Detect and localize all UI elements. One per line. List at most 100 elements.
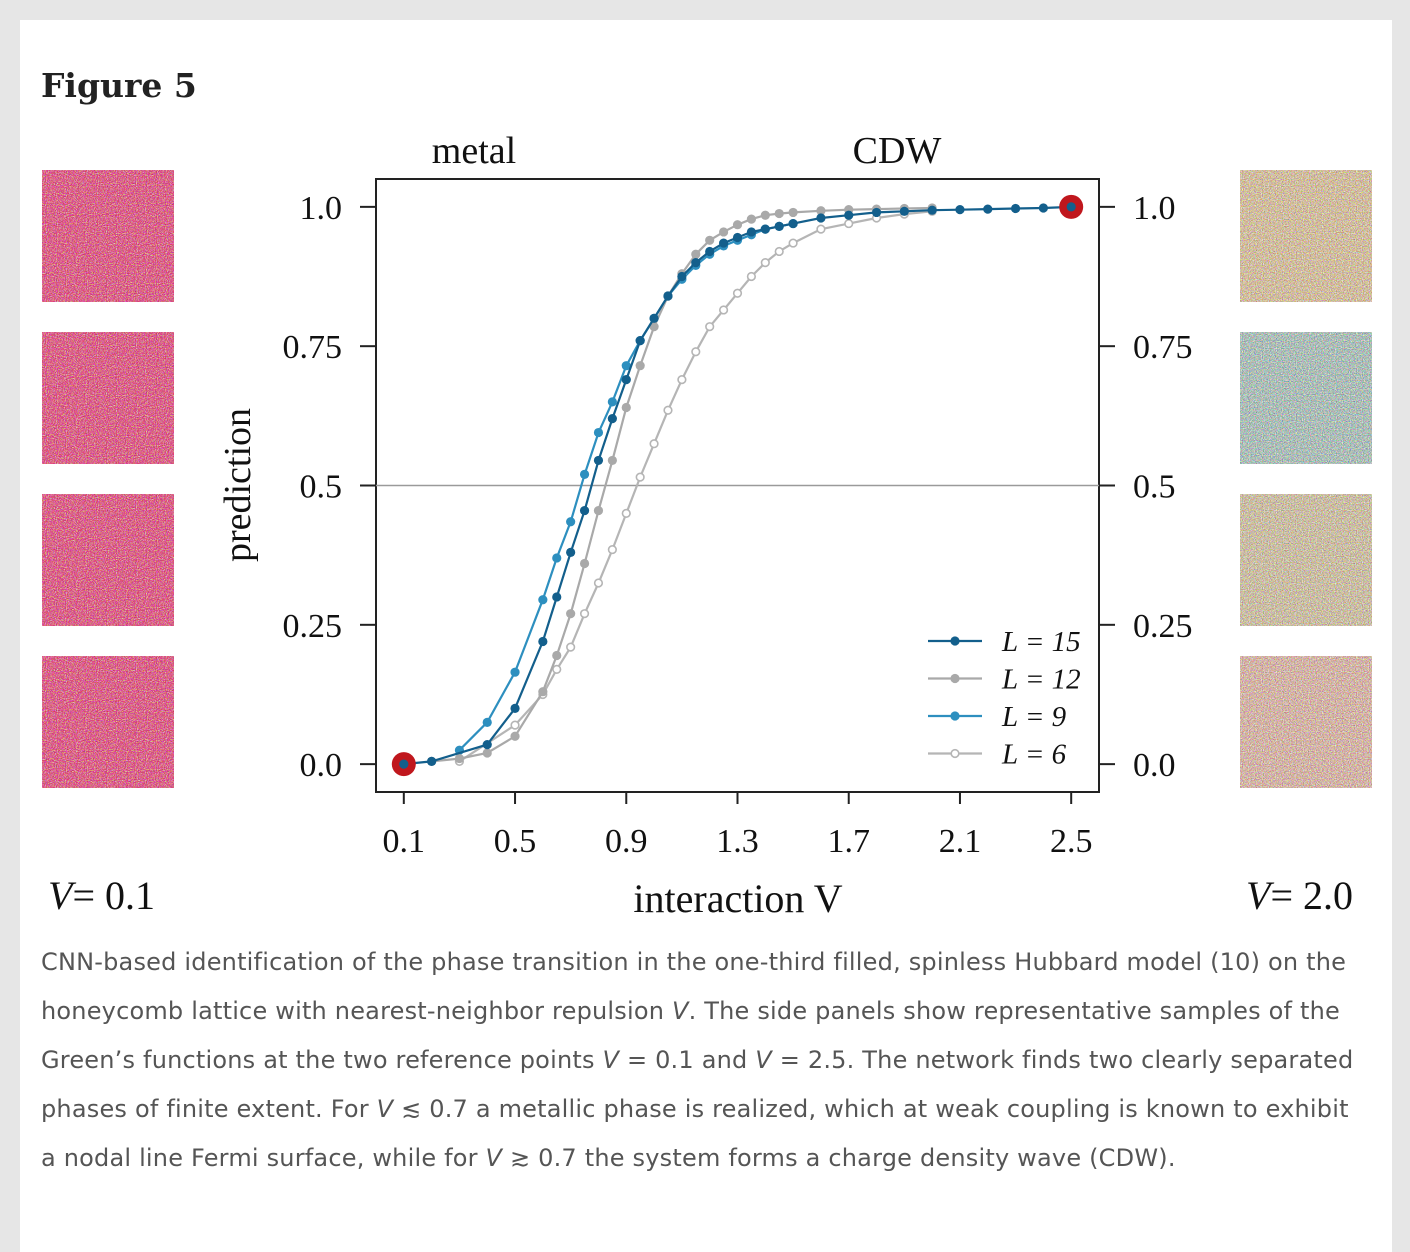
series-0-point-1 bbox=[427, 756, 437, 766]
x-tick-label-5: 2.1 bbox=[939, 823, 982, 860]
series-1-point-21 bbox=[774, 208, 784, 219]
series-1-point-3 bbox=[510, 731, 520, 741]
sample-panel-right-1 bbox=[1240, 170, 1372, 302]
series-3-point-7 bbox=[607, 544, 617, 555]
series-3-point-5 bbox=[579, 609, 590, 619]
series-0-point-3 bbox=[510, 703, 520, 714]
y-tick-label-right-0: 0.0 bbox=[1133, 747, 1176, 784]
sample-panel-left-2 bbox=[42, 332, 174, 464]
series-line-2 bbox=[458, 222, 794, 751]
series-3-point-12 bbox=[677, 375, 687, 385]
figure-title: Figure 5 bbox=[41, 66, 197, 105]
series-3-point-16 bbox=[732, 288, 743, 298]
series-0-point-30 bbox=[1010, 203, 1021, 214]
series-0-point-17 bbox=[718, 238, 729, 248]
series-2-point-4 bbox=[552, 553, 562, 563]
x-tick-label-6: 2.5 bbox=[1050, 823, 1093, 860]
series-0-point-7 bbox=[579, 505, 590, 516]
series-1-point-5 bbox=[552, 650, 562, 661]
series-2-point-3 bbox=[538, 595, 548, 605]
series-0-point-11 bbox=[635, 336, 645, 346]
series-0-point-16 bbox=[705, 246, 715, 257]
reference-point-center-1 bbox=[1066, 202, 1076, 212]
x-tick-label-0: 0.1 bbox=[383, 823, 426, 860]
series-0-point-31 bbox=[1038, 203, 1048, 213]
series-0-point-29 bbox=[983, 204, 993, 214]
legend-label-1: L = 12 bbox=[1001, 664, 1081, 696]
series-0-point-10 bbox=[621, 375, 631, 385]
series-line-3 bbox=[458, 210, 933, 763]
phase-label-cdw: CDW bbox=[853, 130, 942, 172]
series-1-point-10 bbox=[621, 402, 631, 413]
y-tick-label-left-1: 0.25 bbox=[283, 608, 343, 645]
y-axis-label: prediction bbox=[217, 408, 259, 562]
series-3-point-9 bbox=[635, 472, 645, 482]
series-1-point-2 bbox=[482, 748, 492, 758]
series-0-point-12 bbox=[649, 313, 659, 323]
series-3-point-14 bbox=[705, 322, 715, 332]
series-3-point-8 bbox=[621, 508, 631, 518]
x-tick-label-2: 0.9 bbox=[605, 823, 648, 860]
x-tick-label-4: 1.7 bbox=[827, 823, 870, 860]
series-2-point-8 bbox=[607, 397, 617, 407]
series-2-point-2 bbox=[510, 667, 520, 677]
legend-label-3: L = 6 bbox=[1001, 739, 1067, 771]
series-line-1 bbox=[431, 206, 933, 763]
series-1-point-17 bbox=[718, 227, 729, 237]
series-3-point-10 bbox=[649, 439, 659, 449]
series-1-point-22 bbox=[788, 207, 798, 218]
sample-panel-left-1 bbox=[42, 170, 174, 302]
series-1-point-11 bbox=[635, 361, 645, 371]
series-0-point-20 bbox=[760, 224, 770, 234]
series-1-point-1 bbox=[454, 753, 465, 764]
series-0-point-6 bbox=[566, 547, 576, 557]
y-tick-label-left-4: 1.0 bbox=[300, 190, 343, 227]
series-0-point-15 bbox=[691, 257, 701, 268]
y-tick-label-right-4: 1.0 bbox=[1133, 190, 1176, 227]
figure-caption: CNN-based identification of the phase tr… bbox=[41, 948, 1354, 1172]
series-3-point-13 bbox=[691, 347, 701, 357]
series-0-point-23 bbox=[816, 213, 826, 223]
figure-card bbox=[20, 20, 1392, 1252]
series-3-point-15 bbox=[718, 305, 729, 315]
series-1-point-12 bbox=[649, 322, 659, 332]
series-1-point-19 bbox=[746, 214, 757, 224]
series-3-point-19 bbox=[774, 246, 784, 257]
x-axis-label: interaction V bbox=[633, 876, 842, 921]
series-3-point-22 bbox=[844, 218, 854, 229]
legend-swatch-marker-1 bbox=[950, 673, 960, 684]
sample-panel-right-4 bbox=[1240, 656, 1372, 788]
reference-point-center-0 bbox=[399, 759, 409, 769]
series-1-point-8 bbox=[593, 505, 604, 516]
series-0-point-5 bbox=[552, 592, 562, 602]
series-3-point-18 bbox=[760, 257, 770, 268]
series-3-point-21 bbox=[816, 224, 826, 234]
series-3-point-6 bbox=[593, 578, 604, 588]
series-3-point-17 bbox=[746, 271, 757, 282]
series-0-point-2 bbox=[482, 740, 492, 750]
left-panel-label: V= 0.1 bbox=[48, 873, 155, 918]
legend-swatch-marker-3 bbox=[950, 748, 960, 759]
legend-swatch-marker-2 bbox=[950, 711, 960, 721]
y-tick-label-left-3: 0.75 bbox=[283, 329, 343, 366]
series-0-point-25 bbox=[871, 207, 882, 218]
series-0-point-4 bbox=[538, 636, 548, 647]
series-1-point-20 bbox=[760, 210, 770, 220]
series-0-point-14 bbox=[677, 271, 687, 282]
series-1-point-23 bbox=[816, 206, 826, 216]
series-3-point-20 bbox=[788, 238, 798, 248]
legend-swatch-marker-0 bbox=[950, 636, 960, 646]
sample-panel-right-2 bbox=[1240, 332, 1372, 464]
series-2-point-7 bbox=[593, 427, 604, 438]
series-0-point-21 bbox=[774, 221, 784, 231]
series-2-point-6 bbox=[579, 469, 590, 479]
sample-panel-right-3 bbox=[1240, 494, 1372, 626]
x-tick-label-3: 1.3 bbox=[716, 823, 759, 860]
series-1-point-18 bbox=[732, 220, 743, 230]
phase-label-metal: metal bbox=[432, 130, 516, 172]
sample-panel-left-3 bbox=[42, 494, 174, 626]
series-3-point-11 bbox=[663, 405, 673, 415]
series-0-point-18 bbox=[732, 232, 743, 243]
y-tick-label-right-2: 0.5 bbox=[1133, 469, 1176, 506]
phase-transition-chart: 0.1 0.5 0.9 1.3 1.7 2.1 2.5 0.0 0.0 0.25 0.25 0.5 0.… bbox=[217, 130, 1193, 921]
